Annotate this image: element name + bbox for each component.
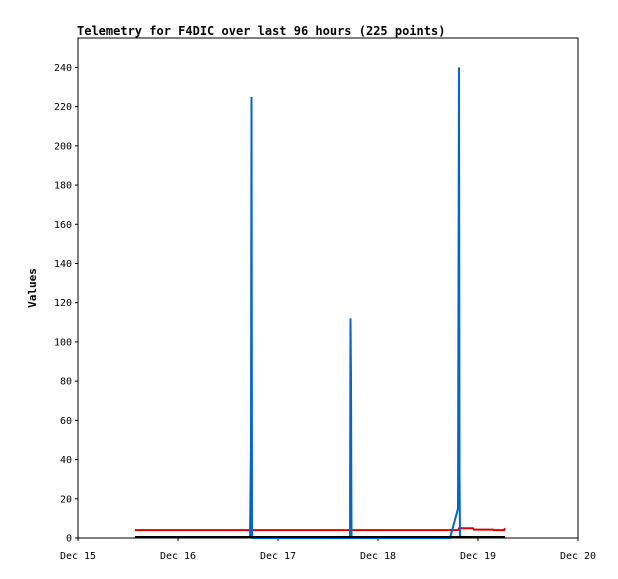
y-tick-label: 60 (60, 416, 72, 427)
y-tick-label: 160 (54, 220, 72, 231)
plot-frame (77, 37, 579, 539)
y-tick-label: 240 (54, 63, 72, 74)
y-tick-label: 220 (54, 102, 72, 113)
x-tick-label: Dec 19 (460, 551, 496, 562)
series-line-1 (135, 527, 506, 532)
y-tick-label: 100 (54, 337, 72, 348)
x-axis: Dec 15 Dec 16 Dec 17 Dec 18 Dec 19 Dec 20 (60, 538, 596, 562)
chart-title: Telemetry for F4DIC over last 96 hours (… (77, 24, 445, 38)
y-tick-label: 120 (54, 298, 72, 309)
y-tick-label: 200 (54, 141, 72, 152)
y-axis-label: Values (26, 268, 39, 308)
y-tick-label: 140 (54, 259, 72, 270)
y-tick-label: 80 (60, 377, 72, 388)
y-tick-label: 40 (60, 455, 72, 466)
y-tick-label: 20 (60, 494, 72, 505)
x-tick-label: Dec 18 (360, 551, 396, 562)
x-tick-label: Dec 16 (160, 551, 196, 562)
series-line-0 (249, 67, 461, 539)
series-group (135, 67, 506, 539)
y-axis: 0 20 40 60 80 100 120 140 160 180 200 220 240 (54, 63, 78, 545)
x-tick-label: Dec 15 (60, 551, 96, 562)
y-tick-label: 0 (66, 534, 72, 545)
y-tick-label: 180 (54, 181, 72, 192)
x-tick-label: Dec 17 (260, 551, 296, 562)
x-tick-label: Dec 20 (560, 551, 596, 562)
